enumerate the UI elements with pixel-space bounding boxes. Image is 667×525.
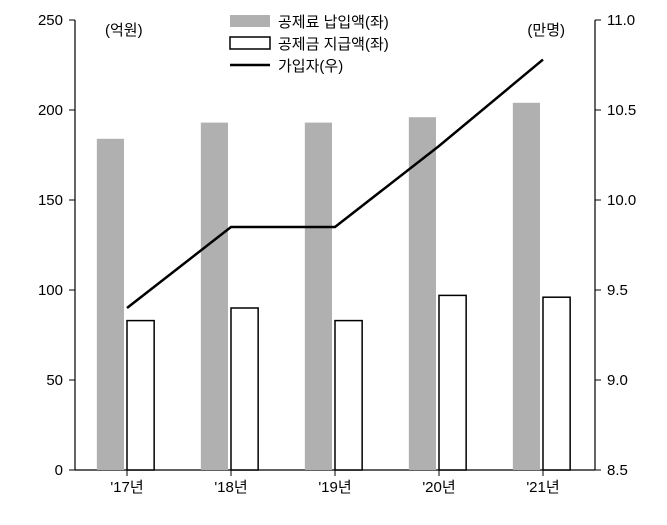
right-unit-label: (만명) <box>527 22 565 39</box>
right-tick-label: 10.5 <box>607 102 636 119</box>
legend-swatch <box>230 15 270 27</box>
chart-container: 0 50 100 150 200 250 8.5 9.0 9.5 10.0 10.5 11.0 '17년… <box>0 0 667 525</box>
left-tick-label: 200 <box>38 102 63 119</box>
right-tick-label: 9.5 <box>607 282 628 299</box>
right-tick-label: 9.0 <box>607 372 628 389</box>
right-tick-label: 10.0 <box>607 192 636 209</box>
bar-1 <box>335 321 362 470</box>
left-tick-label: 50 <box>46 372 63 389</box>
legend-label: 가입자(우) <box>278 58 343 75</box>
chart-svg: 0 50 100 150 200 250 8.5 9.0 9.5 10.0 10.5 11.0 '17년… <box>0 0 667 525</box>
bar-0 <box>97 139 124 470</box>
bar-0 <box>201 123 228 470</box>
legend-label: 공제금 지급액(좌) <box>278 36 389 53</box>
left-unit-label: (억원) <box>105 22 143 39</box>
bar-0 <box>513 103 540 470</box>
right-tick-label: 11.0 <box>607 12 635 29</box>
x-category-label: '18년 <box>214 479 247 496</box>
x-category-label: '19년 <box>318 479 351 496</box>
x-category-label: '21년 <box>526 479 559 496</box>
bar-0 <box>409 117 436 470</box>
x-category-label: '20년 <box>422 479 455 496</box>
bar-1 <box>127 321 154 470</box>
bar-1 <box>231 308 258 470</box>
left-tick-label: 250 <box>38 12 63 29</box>
bar-1 <box>439 295 466 470</box>
bar-0 <box>305 123 332 470</box>
legend-label: 공제료 납입액(좌) <box>278 14 389 31</box>
legend-swatch <box>230 37 270 49</box>
left-tick-label: 100 <box>38 282 63 299</box>
line-series <box>127 60 543 308</box>
left-tick-label: 150 <box>38 192 63 209</box>
bar-1 <box>543 297 570 470</box>
x-category-label: '17년 <box>110 479 143 496</box>
right-tick-label: 8.5 <box>607 462 628 479</box>
left-tick-label: 0 <box>55 462 63 479</box>
